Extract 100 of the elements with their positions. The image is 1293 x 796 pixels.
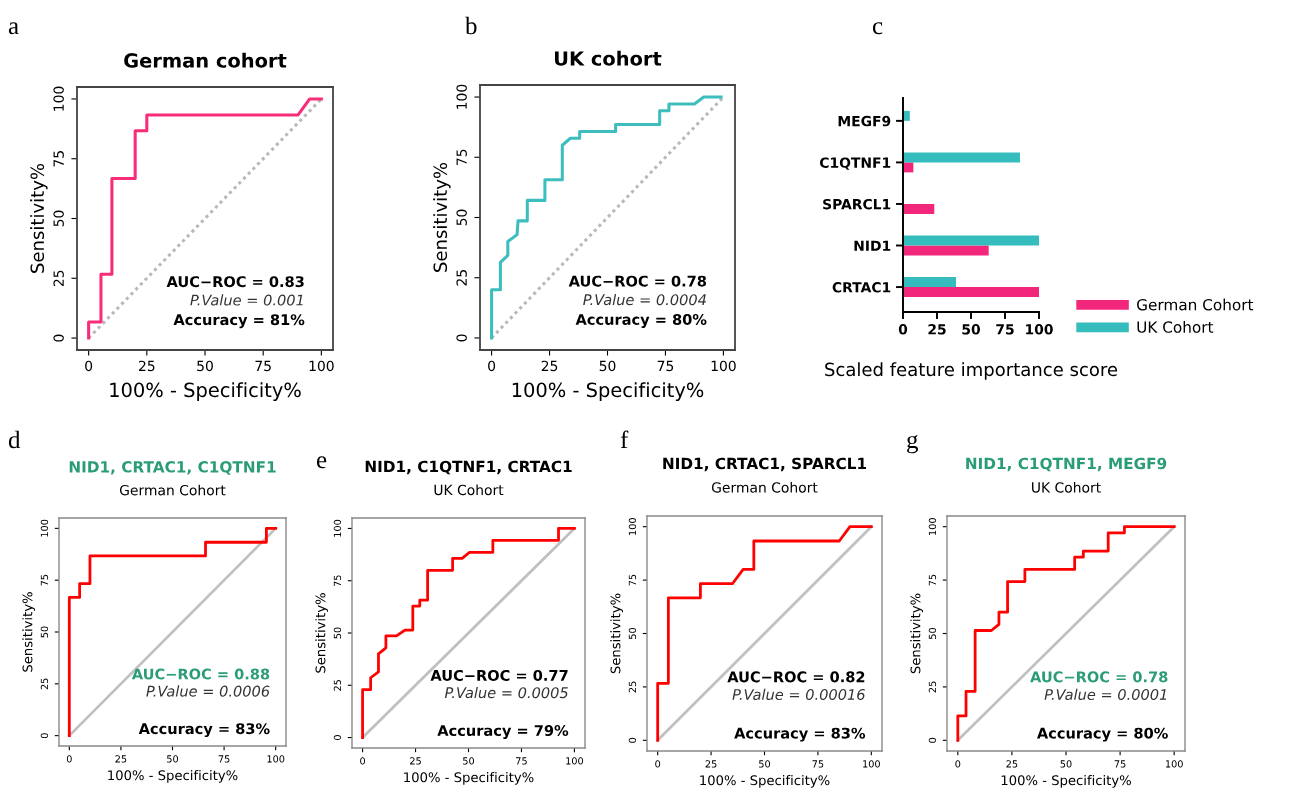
- x-tick-label: 50: [463, 757, 475, 765]
- x-tick-label: 0: [898, 324, 908, 335]
- annotation: P.Value = 0.0001: [1044, 688, 1167, 701]
- annotation: P.Value = 0.0006: [146, 685, 270, 697]
- annotation: AUC−ROC = 0.77: [430, 669, 568, 681]
- text: c: [872, 22, 883, 35]
- x-tick-label: 0: [66, 755, 72, 763]
- x-tick-label: 100: [711, 360, 736, 372]
- line-series: [361, 527, 576, 739]
- x-tick-label: 50: [197, 360, 213, 372]
- x-tick-label: 25: [705, 760, 717, 768]
- chart-subtitle: UK Cohort: [434, 484, 504, 496]
- x-tick-label: 75: [516, 757, 527, 765]
- y-tick-label: 50: [40, 626, 49, 638]
- annotation: AUC−ROC = 0.78: [568, 275, 707, 287]
- y-tick-label: 25: [333, 679, 342, 691]
- y-tick-label: 75: [40, 574, 49, 586]
- y-axis-title: Sensitivity%: [610, 593, 624, 674]
- x-tick-label: 100: [309, 360, 334, 372]
- y-axis-title: Sensitivity%: [30, 163, 48, 273]
- y-tick-label: 0: [40, 733, 49, 739]
- y-tick-label: 75: [333, 575, 342, 587]
- line-series: [956, 525, 1176, 742]
- x-tick-label: 50: [1060, 760, 1072, 768]
- x-tick-label: 75: [996, 324, 1014, 335]
- x-axis-title: 100% - Specificity%: [512, 382, 704, 402]
- x-tick-label: 0: [655, 760, 661, 768]
- annotation: AUC−ROC = 0.88: [131, 668, 270, 680]
- x-tick-label: 75: [1114, 760, 1126, 768]
- y-tick-label: 50: [333, 627, 342, 639]
- x-tick-label: 100: [1026, 324, 1053, 335]
- y-tick-label: 50: [928, 627, 937, 639]
- x-tick-label: 0: [85, 360, 93, 372]
- chart-title: NID1, CRTAC1, C1QTNF1: [69, 461, 276, 475]
- text: e: [316, 456, 327, 469]
- x-tick-label: 100: [566, 757, 584, 765]
- chart-title: UK cohort: [554, 50, 662, 66]
- y-tick-label: CRTAC1: [832, 282, 891, 293]
- y-tick-label: 0: [928, 737, 937, 743]
- y-tick-label: 25: [40, 678, 49, 690]
- x-tick-label: 75: [255, 360, 271, 372]
- x-tick-label: 50: [599, 360, 616, 372]
- y-tick-label: 75: [53, 151, 64, 167]
- y-axis-title: Sensitivity%: [433, 162, 451, 272]
- y-tick-label: 25: [456, 270, 467, 286]
- annotation: Accuracy = 80%: [575, 313, 707, 328]
- bar: [903, 235, 1039, 246]
- x-axis-title: 100% - Specificity%: [110, 382, 301, 402]
- y-tick-label: 100: [928, 518, 937, 535]
- x-tick-label: 25: [139, 360, 155, 372]
- chart-title: German cohort: [124, 52, 287, 68]
- chart-subtitle: German Cohort: [119, 484, 226, 496]
- annotation: P.Value = 0.0004: [583, 293, 706, 306]
- annotation: Accuracy = 83%: [138, 723, 270, 738]
- x-axis-title: 100% - Specificity%: [1001, 774, 1131, 788]
- annotation: Accuracy = 81%: [173, 314, 305, 329]
- annotation: P.Value = 0.0005: [444, 686, 568, 699]
- chart-subtitle: German Cohort: [711, 481, 818, 493]
- y-axis-title: Sensitivity%: [910, 593, 924, 674]
- x-tick-label: 25: [1006, 760, 1018, 768]
- bar: [903, 203, 935, 214]
- x-tick-label: 0: [488, 360, 496, 372]
- annotation: AUC−ROC = 0.83: [166, 276, 304, 288]
- x-tick-label: 25: [115, 755, 127, 763]
- annotation: Accuracy = 80%: [1036, 727, 1168, 742]
- chart-title: NID1, CRTAC1, SPARCL1: [663, 457, 867, 472]
- y-tick-label: 100: [628, 518, 637, 535]
- annotation: Accuracy = 79%: [437, 724, 569, 739]
- y-tick-label: 0: [456, 334, 467, 342]
- y-tick-label: 100: [53, 86, 64, 111]
- x-axis-title: 100% - Specificity%: [108, 769, 238, 783]
- x-tick-label: 75: [812, 760, 824, 768]
- line-series: [87, 97, 323, 340]
- y-tick-label: 25: [928, 681, 937, 693]
- text: g: [907, 435, 919, 454]
- y-tick-label: 0: [333, 735, 342, 740]
- annotation: AUC−ROC = 0.78: [1030, 671, 1168, 683]
- x-tick-label: 25: [541, 360, 558, 372]
- y-tick-label: 25: [628, 681, 637, 693]
- chart-subtitle: UK Cohort: [1032, 481, 1101, 493]
- x-tick-label: 50: [759, 760, 771, 768]
- bar: [903, 277, 957, 288]
- annotation: AUC−ROC = 0.82: [727, 671, 865, 683]
- y-tick-label: SPARCL1: [823, 198, 891, 210]
- bar: [903, 152, 1020, 163]
- x-tick-label: 25: [410, 757, 421, 765]
- legend-label: German Cohort: [1137, 298, 1254, 311]
- x-tick-label: 75: [218, 755, 230, 763]
- line-series: [67, 526, 278, 738]
- y-tick-label: 100: [456, 84, 467, 109]
- y-tick-label: 50: [456, 209, 467, 226]
- legend-label: UK Cohort: [1137, 321, 1214, 333]
- text: b: [465, 16, 477, 35]
- text: a: [8, 22, 19, 35]
- bar: [903, 287, 1039, 298]
- chart-title: NID1, C1QTNF1, MEGF9: [966, 457, 1167, 472]
- y-tick-label: 25: [53, 270, 64, 287]
- y-tick-label: NID1: [854, 240, 891, 251]
- text: f: [620, 430, 629, 449]
- x-axis-title: Scaled feature importance score: [825, 362, 1118, 380]
